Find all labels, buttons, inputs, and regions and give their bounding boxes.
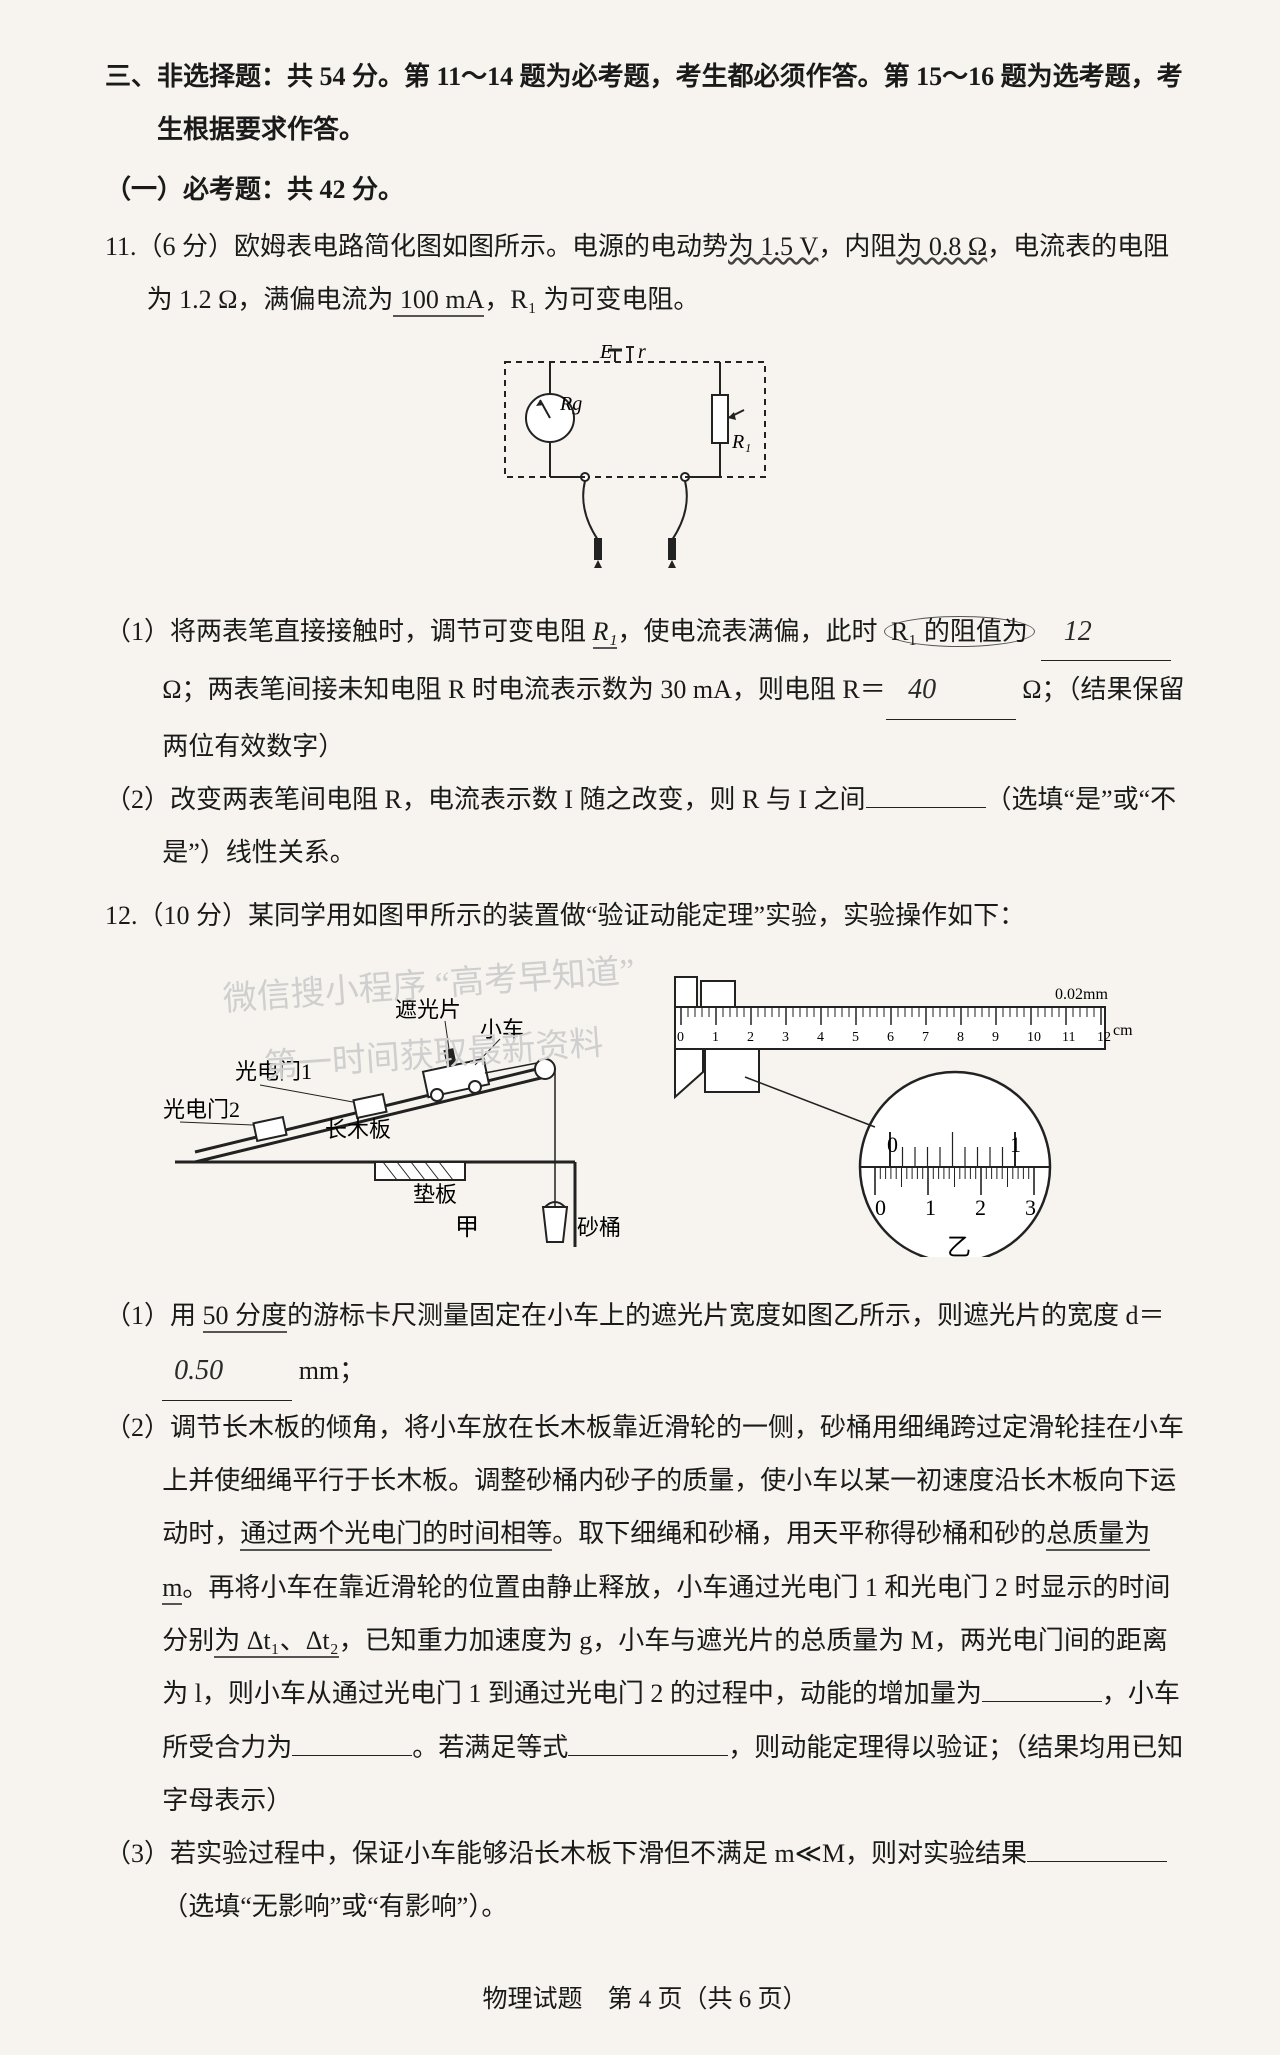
svg-text:0: 0 (875, 1195, 886, 1220)
minor-label: 0.02mm (1055, 986, 1108, 1003)
q12-p2: （2）调节长木板的倾角，将小车放在长木板靠近滑轮的一侧，砂桶用细绳跨过定滑轮挂在… (105, 1401, 1185, 1827)
q12-p3-a: （3）若实验过程中，保证小车能够沿长木板下滑但不满足 m≪M，则对实验结果 (105, 1839, 1027, 1868)
svg-text:8: 8 (957, 1030, 964, 1045)
svg-text:1: 1 (712, 1030, 719, 1045)
svg-text:0: 0 (677, 1030, 684, 1045)
section-3-sub: （一）必考题：共 42 分。 (105, 163, 1185, 216)
q11-emf: 为 1.5 V (728, 232, 818, 261)
q11-full: 100 mA (393, 285, 484, 317)
gate2-label: 光电门2 (163, 1097, 240, 1122)
pad-label: 垫板 (413, 1182, 457, 1207)
plank-label: 长木板 (325, 1117, 391, 1142)
q11-p1-b: ，使电流表满偏，此时 (617, 617, 884, 646)
q12-p1-ans: 0.50 (174, 1355, 223, 1386)
q12-p1-b: 的游标卡尺测量固定在小车上的遮光片宽度如图乙所示，则遮光片的宽度 d＝ (287, 1301, 1165, 1330)
svg-text:12: 12 (1097, 1030, 1111, 1045)
q12-p2-u3: 为 Δt₁、Δt₂ (214, 1626, 339, 1658)
svg-text:6: 6 (887, 1030, 894, 1045)
q12-p2-blank3 (568, 1755, 728, 1756)
q11-p1-c: R₁ 的阻值为 (884, 616, 1035, 647)
page-footer: 物理试题 第 4 页（共 6 页） (105, 1974, 1185, 2025)
svg-text:2: 2 (975, 1195, 986, 1220)
rg-label: Rg (559, 393, 582, 415)
q12-p1-u1: 50 分度 (203, 1301, 288, 1333)
q12-p3: （3）若实验过程中，保证小车能够沿长木板下滑但不满足 m≪M，则对实验结果 （选填… (105, 1827, 1185, 1934)
r-label: r (638, 341, 646, 363)
q12-p1: （1）用 50 分度的游标卡尺测量固定在小车上的遮光片宽度如图乙所示，则遮光片的… (105, 1289, 1185, 1401)
q12-p2-blank1 (982, 1701, 1102, 1702)
exam-page: 三、非选择题：共 54 分。第 11～14 题为必考题，考生都必须作答。第 15… (0, 0, 1280, 2055)
q11-p2: （2）改变两表笔间电阻 R，电流表示数 I 随之改变，则 R 与 I 之间（选填… (105, 773, 1185, 880)
q11-ans1: 12 (1064, 616, 1092, 647)
svg-text:1: 1 (1010, 1132, 1021, 1157)
fig-b-label: 乙 (947, 1235, 971, 1257)
question-12: 12.（10 分）某同学用如图甲所示的装置做“验证动能定理”实验，实验操作如下：… (105, 889, 1185, 1933)
q12-p1-a: （1）用 (105, 1301, 203, 1330)
svg-text:3: 3 (1025, 1195, 1036, 1220)
svg-text:9: 9 (992, 1030, 999, 1045)
q12-p2-g: ，则动能定理得以验证；（结果均用已知字母表示） (162, 1733, 1183, 1815)
svg-text:7: 7 (922, 1030, 929, 1045)
svg-text:10: 10 (1027, 1030, 1041, 1045)
svg-text:1: 1 (925, 1195, 936, 1220)
main-unit: cm (1113, 1022, 1133, 1039)
q11-r: 为 0.8 Ω (896, 232, 987, 261)
circuit-svg: E r Rg R₁ (480, 340, 810, 570)
q11-p1-r1: R₁ (593, 617, 618, 649)
q12-p2-b: 。取下细绳和砂桶，用天平称得砂桶和砂的 (552, 1519, 1046, 1548)
q11-p2-a: （2）改变两表笔间电阻 R，电流表示数 I 随之改变，则 R 与 I 之间 (105, 785, 866, 814)
q11-p2-blank (866, 807, 986, 808)
q11-p1: （1）将两表笔直接接触时，调节可变电阻 R₁，使电流表满偏，此时 R₁ 的阻值为… (105, 603, 1185, 773)
q11-circuit: E r Rg R₁ (105, 340, 1185, 588)
q12-stem: 12.（10 分）某同学用如图甲所示的装置做“验证动能定理”实验，实验操作如下： (105, 889, 1185, 942)
q12-p3-blank (1027, 1861, 1167, 1862)
bucket-label: 砂桶 (577, 1215, 621, 1240)
q11-p1-d: Ω；两表笔间接未知电阻 R 时电流表示数为 30 mA，则电阻 R＝ (162, 675, 886, 704)
q12-p2-u1: 通过两个光电门的时间相等 (240, 1519, 552, 1551)
q12-figure: 微信搜小程序 “高考早知道” 第一时间获取最新资料 垫板 (105, 957, 1185, 1275)
q11-stem-d: ，R₁ 为可变电阻。 (484, 285, 699, 314)
svg-text:4: 4 (817, 1030, 824, 1045)
svg-text:11: 11 (1062, 1030, 1075, 1045)
watermark: 微信搜小程序 “高考早知道” 第一时间获取最新资料 (221, 937, 642, 1105)
svg-text:3: 3 (782, 1030, 789, 1045)
q12-p3-b: （选填“无影响”或“有影响”）。 (162, 1892, 507, 1921)
fig-a-label: 甲 (455, 1215, 479, 1241)
section-3-heading: 三、非选择题：共 54 分。第 11～14 题为必考题，考生都必须作答。第 15… (105, 50, 1185, 157)
q11-ans2: 40 (908, 674, 936, 705)
question-11: 11.（6 分）欧姆表电路简化图如图所示。电源的电动势为 1.5 V，内阻为 0… (105, 220, 1185, 880)
emf-label: E (599, 341, 612, 363)
q11-stem-a: 11.（6 分）欧姆表电路简化图如图所示。电源的电动势 (105, 232, 728, 261)
q12-p1-c: mm； (292, 1356, 365, 1385)
q11-p1-a: （1）将两表笔直接接触时，调节可变电阻 (105, 617, 593, 646)
q12-p2-blank2 (292, 1755, 412, 1756)
svg-text:0: 0 (887, 1132, 898, 1157)
svg-text:5: 5 (852, 1030, 859, 1045)
q12-p2-f: 。若满足等式 (412, 1733, 568, 1762)
q11-stem-line1: 11.（6 分）欧姆表电路简化图如图所示。电源的电动势为 1.5 V，内阻为 0… (105, 220, 1185, 327)
r1-label: R₁ (731, 431, 751, 453)
q11-stem-b: ，内阻 (818, 232, 896, 261)
svg-text:2: 2 (747, 1030, 754, 1045)
